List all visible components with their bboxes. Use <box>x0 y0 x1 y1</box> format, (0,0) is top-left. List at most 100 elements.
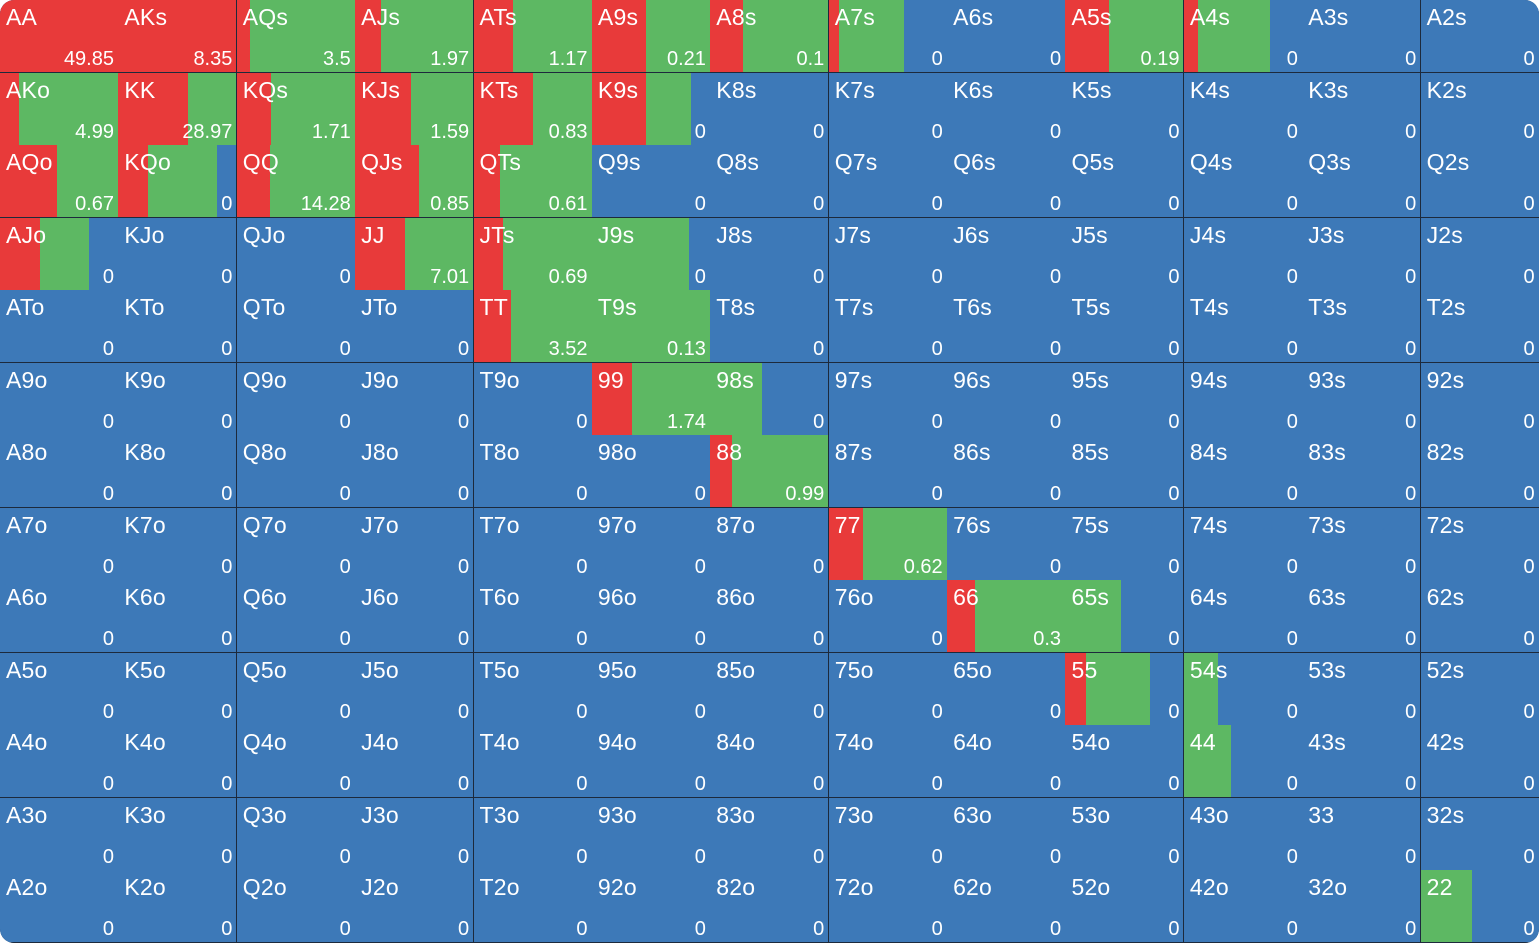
hand-cell-K6s[interactable]: K6s 0 <box>947 72 1067 146</box>
hand-cell-84o[interactable]: 84o 0 <box>710 725 830 799</box>
hand-cell-94s[interactable]: 94s 0 <box>1183 362 1303 436</box>
hand-cell-AJs[interactable]: AJs 1.97 <box>355 0 475 73</box>
hand-cell-T4s[interactable]: T4s 0 <box>1183 290 1303 364</box>
hand-cell-K9s[interactable]: K9s 0 <box>591 72 711 146</box>
hand-cell-J6o[interactable]: J6o 0 <box>355 580 475 654</box>
hand-cell-42s[interactable]: 42s 0 <box>1420 725 1539 799</box>
hand-cell-87s[interactable]: 87s 0 <box>828 435 948 509</box>
hand-cell-K7s[interactable]: K7s 0 <box>828 72 948 146</box>
hand-cell-ATs[interactable]: ATs 1.17 <box>473 0 593 73</box>
hand-cell-54o[interactable]: 54o 0 <box>1065 725 1185 799</box>
hand-cell-J7s[interactable]: J7s 0 <box>828 217 948 291</box>
hand-cell-KJs[interactable]: KJs 1.59 <box>355 72 475 146</box>
hand-cell-T3s[interactable]: T3s 0 <box>1302 290 1422 364</box>
hand-cell-T9s[interactable]: T9s 0.13 <box>591 290 711 364</box>
hand-cell-AKs[interactable]: AKs 8.35 <box>118 0 238 73</box>
hand-cell-98s[interactable]: 98s 0 <box>710 362 830 436</box>
hand-cell-QTs[interactable]: QTs 0.61 <box>473 145 593 219</box>
hand-cell-K6o[interactable]: K6o 0 <box>118 580 238 654</box>
hand-cell-A5o[interactable]: A5o 0 <box>0 652 119 726</box>
hand-cell-52s[interactable]: 52s 0 <box>1420 652 1539 726</box>
hand-cell-99[interactable]: 99 1.74 <box>591 362 711 436</box>
hand-cell-32s[interactable]: 32s 0 <box>1420 797 1539 871</box>
hand-cell-86o[interactable]: 86o 0 <box>710 580 830 654</box>
hand-cell-J8o[interactable]: J8o 0 <box>355 435 475 509</box>
hand-cell-74o[interactable]: 74o 0 <box>828 725 948 799</box>
hand-cell-JTo[interactable]: JTo 0 <box>355 290 475 364</box>
hand-cell-Q9s[interactable]: Q9s 0 <box>591 145 711 219</box>
hand-cell-54s[interactable]: 54s 0 <box>1183 652 1303 726</box>
hand-cell-A9s[interactable]: A9s 0.21 <box>591 0 711 73</box>
hand-cell-55[interactable]: 55 0 <box>1065 652 1185 726</box>
hand-cell-A2s[interactable]: A2s 0 <box>1420 0 1539 73</box>
hand-cell-ATo[interactable]: ATo 0 <box>0 290 119 364</box>
hand-cell-KTo[interactable]: KTo 0 <box>118 290 238 364</box>
hand-cell-Q7o[interactable]: Q7o 0 <box>236 507 356 581</box>
hand-cell-T5o[interactable]: T5o 0 <box>473 652 593 726</box>
hand-cell-T7s[interactable]: T7s 0 <box>828 290 948 364</box>
hand-cell-J6s[interactable]: J6s 0 <box>947 217 1067 291</box>
hand-cell-A5s[interactable]: A5s 0.19 <box>1065 0 1185 73</box>
hand-cell-65o[interactable]: 65o 0 <box>947 652 1067 726</box>
hand-cell-73o[interactable]: 73o 0 <box>828 797 948 871</box>
hand-cell-QJo[interactable]: QJo 0 <box>236 217 356 291</box>
hand-cell-QJs[interactable]: QJs 0.85 <box>355 145 475 219</box>
hand-cell-KK[interactable]: KK 28.97 <box>118 72 238 146</box>
hand-cell-44[interactable]: 44 0 <box>1183 725 1303 799</box>
hand-cell-Q3o[interactable]: Q3o 0 <box>236 797 356 871</box>
hand-cell-92o[interactable]: 92o 0 <box>591 870 711 943</box>
hand-cell-73s[interactable]: 73s 0 <box>1302 507 1422 581</box>
hand-cell-33[interactable]: 33 0 <box>1302 797 1422 871</box>
hand-cell-QTo[interactable]: QTo 0 <box>236 290 356 364</box>
hand-cell-J7o[interactable]: J7o 0 <box>355 507 475 581</box>
hand-cell-63o[interactable]: 63o 0 <box>947 797 1067 871</box>
hand-cell-96s[interactable]: 96s 0 <box>947 362 1067 436</box>
hand-cell-77[interactable]: 77 0.62 <box>828 507 948 581</box>
hand-cell-K5s[interactable]: K5s 0 <box>1065 72 1185 146</box>
hand-cell-J3o[interactable]: J3o 0 <box>355 797 475 871</box>
hand-cell-KQo[interactable]: KQo 0 <box>118 145 238 219</box>
hand-cell-A9o[interactable]: A9o 0 <box>0 362 119 436</box>
hand-cell-T9o[interactable]: T9o 0 <box>473 362 593 436</box>
hand-cell-J4o[interactable]: J4o 0 <box>355 725 475 799</box>
hand-cell-A8s[interactable]: A8s 0.1 <box>710 0 830 73</box>
hand-cell-K5o[interactable]: K5o 0 <box>118 652 238 726</box>
hand-cell-87o[interactable]: 87o 0 <box>710 507 830 581</box>
hand-cell-A3o[interactable]: A3o 0 <box>0 797 119 871</box>
hand-cell-75s[interactable]: 75s 0 <box>1065 507 1185 581</box>
hand-cell-Q3s[interactable]: Q3s 0 <box>1302 145 1422 219</box>
hand-cell-82s[interactable]: 82s 0 <box>1420 435 1539 509</box>
hand-cell-AA[interactable]: AA 49.85 <box>0 0 119 73</box>
hand-cell-J9s[interactable]: J9s 0 <box>591 217 711 291</box>
hand-cell-43o[interactable]: 43o 0 <box>1183 797 1303 871</box>
hand-cell-85s[interactable]: 85s 0 <box>1065 435 1185 509</box>
hand-cell-J2s[interactable]: J2s 0 <box>1420 217 1539 291</box>
hand-cell-K4s[interactable]: K4s 0 <box>1183 72 1303 146</box>
hand-cell-52o[interactable]: 52o 0 <box>1065 870 1185 943</box>
hand-cell-65s[interactable]: 65s 0 <box>1065 580 1185 654</box>
hand-cell-62o[interactable]: 62o 0 <box>947 870 1067 943</box>
hand-cell-95s[interactable]: 95s 0 <box>1065 362 1185 436</box>
hand-cell-62s[interactable]: 62s 0 <box>1420 580 1539 654</box>
hand-cell-94o[interactable]: 94o 0 <box>591 725 711 799</box>
hand-cell-85o[interactable]: 85o 0 <box>710 652 830 726</box>
hand-cell-J9o[interactable]: J9o 0 <box>355 362 475 436</box>
hand-cell-J2o[interactable]: J2o 0 <box>355 870 475 943</box>
hand-cell-A3s[interactable]: A3s 0 <box>1302 0 1422 73</box>
hand-cell-T3o[interactable]: T3o 0 <box>473 797 593 871</box>
hand-cell-32o[interactable]: 32o 0 <box>1302 870 1422 943</box>
hand-cell-T7o[interactable]: T7o 0 <box>473 507 593 581</box>
hand-cell-72s[interactable]: 72s 0 <box>1420 507 1539 581</box>
hand-cell-Q9o[interactable]: Q9o 0 <box>236 362 356 436</box>
hand-cell-A7s[interactable]: A7s 0 <box>828 0 948 73</box>
hand-cell-T6o[interactable]: T6o 0 <box>473 580 593 654</box>
hand-cell-K8s[interactable]: K8s 0 <box>710 72 830 146</box>
hand-cell-98o[interactable]: 98o 0 <box>591 435 711 509</box>
hand-cell-Q8o[interactable]: Q8o 0 <box>236 435 356 509</box>
hand-cell-43s[interactable]: 43s 0 <box>1302 725 1422 799</box>
hand-cell-Q7s[interactable]: Q7s 0 <box>828 145 948 219</box>
hand-cell-A4s[interactable]: A4s 0 <box>1183 0 1303 73</box>
hand-cell-AJo[interactable]: AJo 0 <box>0 217 119 291</box>
hand-cell-T8o[interactable]: T8o 0 <box>473 435 593 509</box>
hand-cell-KJo[interactable]: KJo 0 <box>118 217 238 291</box>
